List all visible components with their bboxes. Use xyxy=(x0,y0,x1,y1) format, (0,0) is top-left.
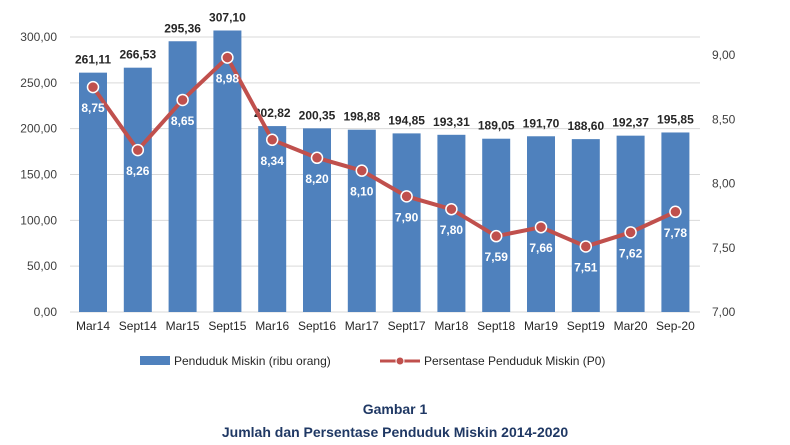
bar-data-label: 191,70 xyxy=(523,116,560,130)
bar-data-label: 266,53 xyxy=(119,48,156,62)
right-tick-label: 7,50 xyxy=(712,241,736,255)
line-point xyxy=(265,133,279,147)
bar xyxy=(168,41,197,313)
line-data-label: 8,75 xyxy=(81,101,105,115)
bar xyxy=(437,134,466,312)
line-data-label: 8,20 xyxy=(305,172,329,186)
line-point xyxy=(534,220,548,234)
bar xyxy=(392,133,421,312)
line-point xyxy=(445,202,458,216)
bar-data-label: 188,60 xyxy=(567,119,604,133)
line-data-label: 8,26 xyxy=(126,164,150,178)
x-tick-label: Sept17 xyxy=(388,319,426,333)
bar xyxy=(571,139,600,312)
x-tick-label: Mar17 xyxy=(345,319,379,333)
line-data-label: 8,34 xyxy=(261,154,285,168)
line-data-label: 7,78 xyxy=(664,226,688,240)
x-tick-label: Sept19 xyxy=(567,319,605,333)
line-data-label: 7,59 xyxy=(485,250,509,264)
bar-data-label: 261,11 xyxy=(75,53,111,67)
figure-number: Gambar 1 xyxy=(362,401,428,417)
right-tick-label: 8,00 xyxy=(712,177,736,191)
bar xyxy=(482,138,511,312)
x-tick-label: Mar19 xyxy=(524,319,558,333)
line-point xyxy=(310,151,324,165)
x-tick-label: Mar15 xyxy=(166,319,200,333)
figure-title: Jumlah dan Persentase Penduduk Miskin 20… xyxy=(221,424,569,440)
left-tick-label: 200,00 xyxy=(20,122,57,136)
right-tick-label: 7,00 xyxy=(712,305,736,319)
line-point xyxy=(176,93,189,107)
line-data-label: 7,51 xyxy=(574,260,598,274)
line-data-label: 8,65 xyxy=(171,114,195,128)
x-tick-label: Mar16 xyxy=(255,319,289,333)
line-data-label: 8,98 xyxy=(216,72,240,86)
line-data-label: 7,90 xyxy=(395,210,419,224)
bar xyxy=(123,67,152,312)
bar xyxy=(661,132,690,312)
line-point xyxy=(400,190,413,203)
line-series xyxy=(91,54,677,249)
legend-line-marker xyxy=(395,356,405,366)
x-tick-label: Sept18 xyxy=(477,319,515,333)
line-point xyxy=(624,226,637,239)
bar-data-label: 202,82 xyxy=(254,106,291,120)
right-tick-label: 9,00 xyxy=(712,48,736,62)
bar-data-label: 195,85 xyxy=(657,112,694,126)
bar xyxy=(79,72,107,312)
left-tick-label: 250,00 xyxy=(20,76,57,90)
x-tick-label: Sept16 xyxy=(298,319,336,333)
legend-bar-label: Penduduk Miskin (ribu orang) xyxy=(174,354,331,368)
bar-data-label: 189,05 xyxy=(478,119,515,133)
bar-data-label: 194,85 xyxy=(388,113,425,127)
bar-data-label: 192,37 xyxy=(612,116,649,130)
left-tick-label: 300,00 xyxy=(20,30,57,44)
bar-data-label: 193,31 xyxy=(433,115,470,129)
bar-data-label: 307,10 xyxy=(209,10,246,24)
bar-data-label: 295,36 xyxy=(164,21,201,35)
line-point xyxy=(131,143,145,157)
line-data-label: 7,62 xyxy=(619,246,643,260)
x-tick-label: Mar20 xyxy=(614,319,648,333)
bar-data-label: 200,35 xyxy=(299,108,336,122)
line-data-label: 7,80 xyxy=(440,223,464,237)
left-tick-label: 150,00 xyxy=(20,168,57,182)
x-tick-label: Sept15 xyxy=(208,319,246,333)
line-point xyxy=(355,164,369,177)
left-tick-label: 50,00 xyxy=(27,259,57,273)
x-tick-label: Sep-20 xyxy=(656,319,695,333)
x-tick-label: Mar18 xyxy=(434,319,468,333)
x-tick-label: Sept14 xyxy=(119,319,157,333)
legend-bar-swatch xyxy=(140,356,170,365)
bar xyxy=(616,135,645,312)
bar xyxy=(258,126,287,312)
x-tick-label: Mar14 xyxy=(76,319,110,333)
line-point xyxy=(86,80,100,94)
line-point xyxy=(669,205,682,219)
legend-line-label: Persentase Penduduk Miskin (P0) xyxy=(424,354,605,368)
line-point xyxy=(579,240,593,253)
right-tick-label: 8,50 xyxy=(712,112,736,126)
line-data-label: 8,10 xyxy=(350,185,374,199)
left-tick-label: 0,00 xyxy=(34,305,58,319)
bar xyxy=(347,129,376,312)
line-point xyxy=(221,51,234,64)
line-data-label: 7,66 xyxy=(529,241,553,255)
line-point xyxy=(489,229,503,243)
left-tick-label: 100,00 xyxy=(20,213,57,227)
bar-data-label: 198,88 xyxy=(343,110,380,124)
